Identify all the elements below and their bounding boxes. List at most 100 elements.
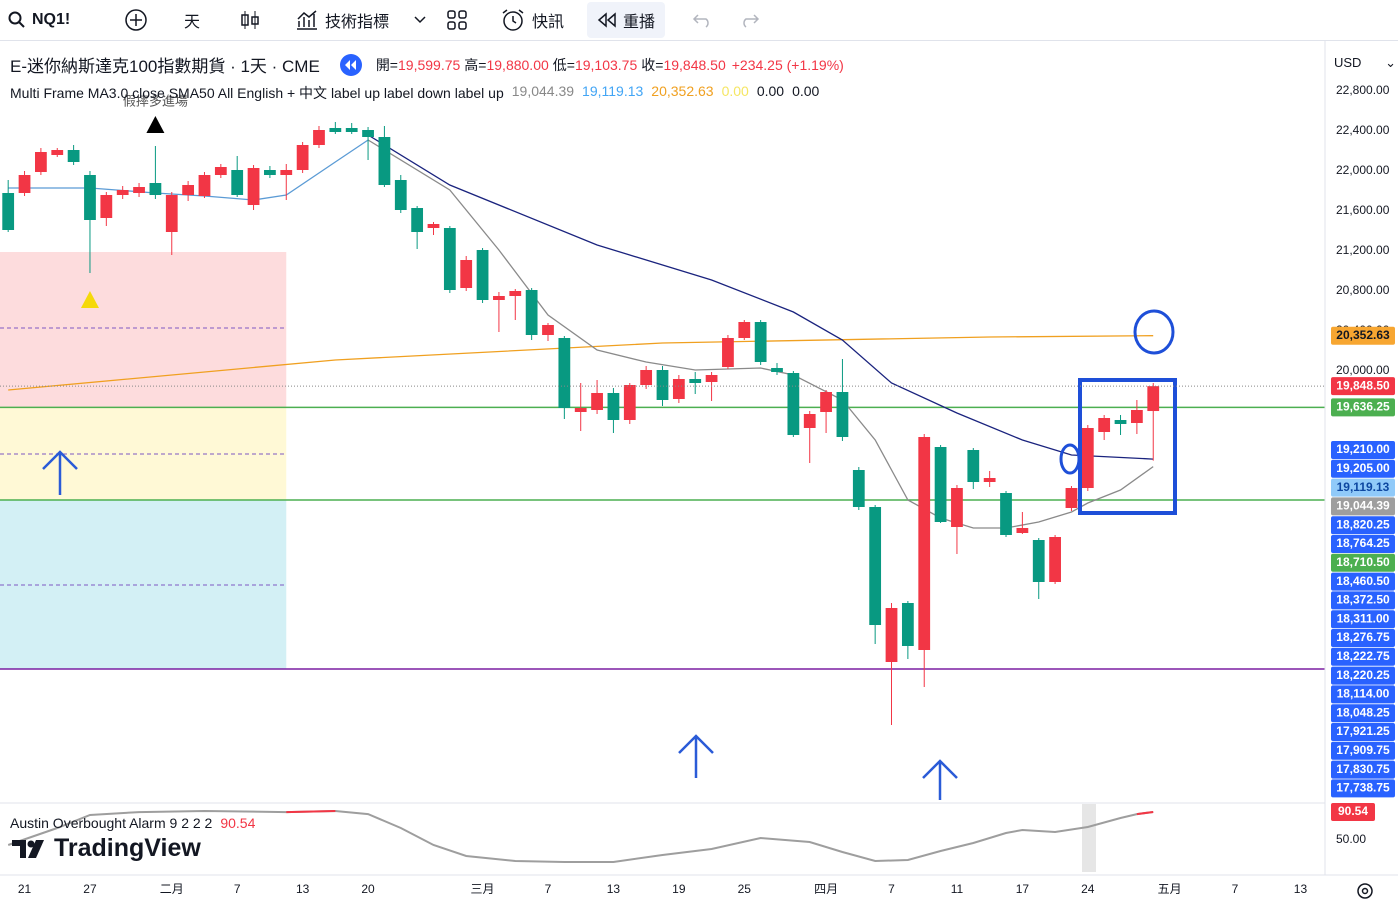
y-tick-label: 22,800.00 [1336,83,1390,97]
candle-body [231,170,244,195]
indicators-label: 技術指標 [325,14,390,31]
zone [0,499,287,669]
replay-badge [339,53,362,76]
candle-body [509,291,522,296]
x-tick-label: 11 [951,882,964,896]
logo: TradingView [12,834,201,863]
indicator-value: 19,044.39 [511,83,575,99]
x-tick-label: 7 [234,882,241,896]
price-badge-label: 18,764.25 [1336,536,1390,550]
annotation-box [1078,378,1177,515]
candle-body [558,338,571,408]
levels [0,406,1325,670]
price-badge-label: 17,738.75 [1336,781,1390,795]
candle-body [182,185,195,195]
candle-body [787,373,800,435]
osc-tick-label: 50.00 [1336,832,1366,846]
x-tick-label: 20 [361,882,375,896]
x-tick-label: 17 [1016,882,1030,896]
redo[interactable] [738,12,760,28]
candle-body [885,608,898,662]
ohlc-label: 收= [641,56,664,73]
x-tick-label: 7 [888,882,895,896]
candle-body [738,322,751,338]
settings-icon[interactable] [1357,883,1373,899]
price-badge-label: 18,276.75 [1336,630,1390,644]
x-tick-label: 19 [672,882,686,896]
symbol-search[interactable]: NQ1! [8,11,70,29]
undo[interactable] [692,12,714,28]
price-badge-label: 18,222.75 [1336,649,1390,663]
logo-mark [12,839,44,858]
layouts[interactable] [446,9,468,31]
candle-body [1147,386,1160,412]
currency-label: USD [1334,55,1362,70]
candle-body [869,507,882,625]
candle-body [443,228,456,290]
candle-body [84,175,96,220]
price-badge [1331,478,1395,497]
candle-body [722,338,734,367]
search-icon [8,11,25,28]
interval[interactable]: 天 [184,8,200,32]
marker-label: 假摔多進場 [123,93,188,108]
candle-body [1098,418,1111,432]
y-tick-label: 21,200.00 [1336,243,1390,257]
price-badge-label: 20,352.63 [1336,328,1390,342]
price-badge [1331,666,1395,685]
candle-body [411,208,424,232]
markers: 假摔多進場 [80,93,188,308]
candle-body [689,379,702,383]
candle-body [476,250,489,300]
annotation-circle [1133,309,1175,355]
zone [0,252,287,408]
candle-body [214,167,227,175]
arrow [42,450,78,495]
candle-body [116,190,129,195]
candle-body [198,175,211,196]
triangle-marker [146,116,165,133]
price-badge [1331,572,1395,591]
price-badge-label: 19,205.00 [1336,461,1390,475]
replay[interactable]: 重播 [587,2,666,38]
ohlc-item: 收=19,848.50 [641,55,725,75]
candle-body [525,290,538,335]
arrow [922,759,958,800]
x-tick-label: 二月 [160,882,184,896]
dropdown[interactable] [414,15,426,25]
ohlc-value: 19,848.50 [663,56,726,73]
price-badge [1331,704,1395,723]
x-tick-label: 7 [1232,882,1239,896]
ohlc-value: 19,599.75 [398,56,461,73]
indicator-value: 20,352.63 [651,83,714,99]
candle-body [100,195,113,218]
candle-body [165,195,178,232]
toolbar: NQ1! 天 技術指標 快訊 重播 [0,0,1398,41]
alerts[interactable]: 快訊 [500,8,564,32]
candle-body [18,175,31,193]
price-badge-label: 19,044.39 [1336,499,1390,513]
oscillator-line [7,809,1154,863]
add-symbol[interactable] [124,8,148,32]
candles [2,122,1160,725]
candle-body [493,296,505,300]
candle-body [951,488,963,527]
candle-body [1032,540,1045,582]
moving-average [367,134,1154,460]
candle-body [378,137,391,185]
currency[interactable]: USD ⌄ [1334,55,1396,70]
price-badge [1331,497,1395,516]
price-badge-label: 19,636.25 [1336,400,1390,414]
candle-body [1000,493,1012,535]
indicators[interactable]: 技術指標 [295,8,389,32]
price-badge [1331,377,1395,396]
price-badge [1331,326,1395,345]
candle-body [133,187,145,193]
candle-body [1065,488,1078,508]
price-badge [1331,629,1395,647]
chart-style[interactable] [240,9,260,31]
candle-body [1049,537,1061,582]
change: +234.25 (+1.19%) [731,56,844,73]
candle-body [1114,420,1127,424]
